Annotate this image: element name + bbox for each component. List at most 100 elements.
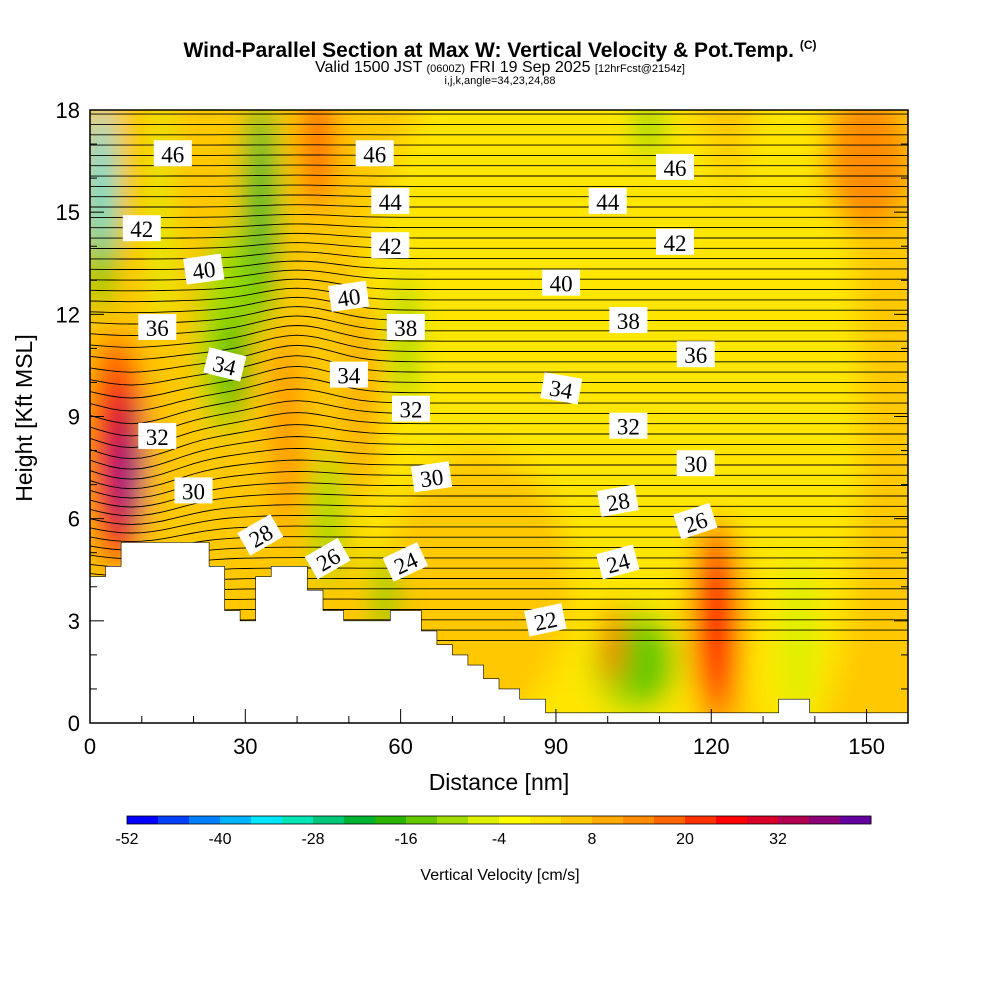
theta-contour [90,269,908,281]
contour-label-box [174,477,213,504]
theta-contour [90,334,908,361]
theta-contour [90,525,908,543]
contour-label-box [138,422,177,449]
theta-contour [90,400,908,437]
contour-label: 44 [371,187,410,215]
contour-label: 36 [676,341,715,368]
colorbar-swatch [530,816,562,824]
colorbar-swatch [437,816,469,824]
velocity-feature [633,110,665,162]
y-tick-label: 6 [68,507,80,532]
contour-label-text: 46 [363,142,386,167]
contour-label: 38 [609,307,648,334]
theta-contour [90,388,908,425]
contour-label-text: 22 [532,607,560,636]
contour-label-box [588,187,627,214]
contour-label-box [328,280,370,312]
velocity-feature [167,110,220,281]
contour-label-box [656,228,694,255]
theta-contour [90,365,908,399]
theta-contour [90,325,908,348]
theta-contour [90,424,908,460]
plot-area: 46 46 46 44 44 42 42 42 40 40 40 38 38 36 36 34 34 34 32 32… [90,110,908,723]
y-tick-label: 9 [68,405,80,430]
colorbar-tick-label: -52 [115,831,138,848]
contour-label: 22 [524,603,567,637]
colorbar-swatch [251,816,283,824]
contour-label: 30 [676,450,715,477]
velocity-feature [302,110,334,213]
theta-contour [90,504,908,525]
contour-label-text: 32 [617,415,640,440]
colorbar-swatch [716,816,748,824]
contour-label-text: 44 [379,190,403,215]
theta-contour [90,436,908,470]
x-tick-label: 120 [693,734,730,759]
contour-label-text: 46 [161,142,184,167]
colorbar-tick-label: -16 [394,831,417,848]
contour-label-text: 32 [146,425,169,450]
x-tick-label: 90 [544,734,568,759]
velocity-feature [392,273,419,410]
contour-label: 30 [174,477,213,504]
velocity-feature [781,552,818,723]
theta-contour [90,184,908,187]
theta-contour [90,278,908,292]
theta-contour [90,557,908,568]
theta-contour [90,306,908,325]
contour-label: 44 [588,187,627,215]
colorbar: -52 -40 -28 -16 -4 8 20 32 [115,815,872,848]
theta-contour [90,598,908,604]
theta-contour [90,260,908,270]
contour-label-box [122,215,161,242]
contour-label-box [392,395,430,422]
theta-contour [90,194,908,198]
colorbar-tick-label: 20 [676,831,694,848]
velocity-feature [825,110,908,230]
contour-label-text: 42 [664,231,687,256]
colorbar-swatch [189,816,221,824]
theta-contour [90,213,908,218]
colorbar-swatch [375,816,407,824]
colorbar-swatch [344,816,376,824]
colorbar-swatch [747,816,779,824]
theta-contour [90,447,908,480]
contour-label: 40 [328,280,370,312]
y-tick-label: 18 [56,98,80,123]
colorbar-swatch [840,816,872,824]
x-tick-label: 60 [388,734,412,759]
contour-label-box [596,544,640,580]
theta-contour [90,287,908,303]
title-mark: (C) [799,38,817,52]
contour-label: 42 [656,228,694,256]
contour-label-box [371,187,410,214]
contour-label-box [355,140,394,167]
velocity-feature [602,603,624,686]
theta-contour [90,412,908,449]
contour-label: 36 [138,314,177,341]
colorbar-tick-label: 8 [588,831,597,848]
colorbar-swatch [561,816,593,824]
colorbar-swatch [592,816,624,824]
colorbar-tick-label: -4 [492,831,506,848]
colorbar-swatch [158,816,190,824]
contour-label-text: 42 [379,234,402,259]
subtitle-fcst: [12hrFcst@2154z] [594,63,685,75]
theta-contour [90,493,908,517]
contour-label-text: 40 [336,284,362,312]
theta-contour [90,164,908,167]
theta-contour [90,471,908,499]
contour-label-text: 34 [548,375,575,404]
velocity-feature [273,331,300,536]
colorbar-tick-label: 32 [769,831,787,848]
colorbar-swatch [313,816,345,824]
contour-label: 38 [386,314,425,341]
contour-label: 42 [371,232,410,259]
contour-label: 34 [540,372,583,405]
contour-label-box [153,140,192,167]
contour-label-box [371,232,410,259]
contour-label: 46 [656,153,694,181]
potential-temperature-contours [90,113,908,643]
contour-label: 30 [410,461,453,493]
